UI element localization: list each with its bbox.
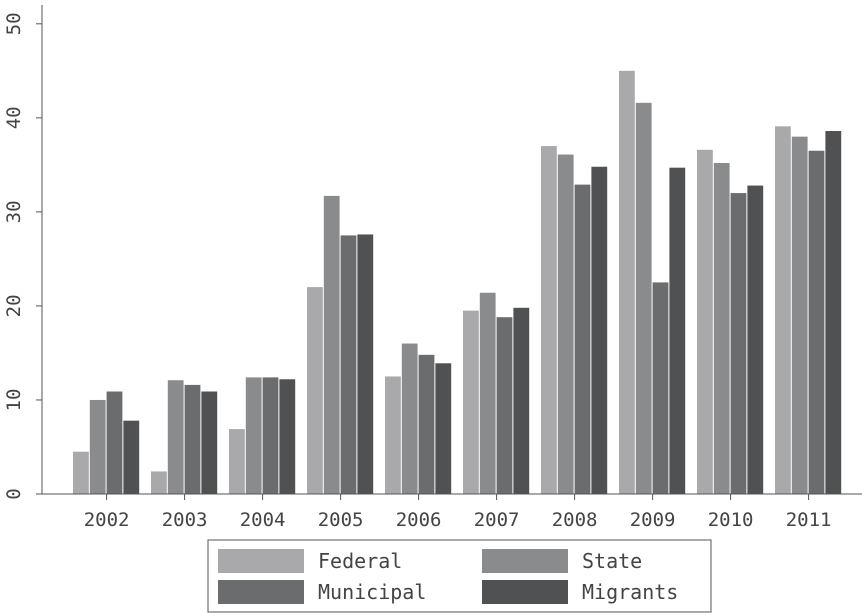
bar-migrants-2004 xyxy=(279,379,296,494)
bar-federal-2008 xyxy=(541,146,557,495)
bar-municipal-2011 xyxy=(808,150,825,494)
bar-state-2006 xyxy=(401,343,418,494)
bar-state-2005 xyxy=(323,195,340,494)
legend-label-state: State xyxy=(582,549,642,573)
bar-migrants-2002 xyxy=(123,420,140,494)
bar-migrants-2008 xyxy=(591,166,608,494)
bar-municipal-2007 xyxy=(496,317,513,494)
bar-state-2010 xyxy=(713,162,730,494)
x-tick-label: 2003 xyxy=(162,509,208,531)
bar-state-2007 xyxy=(479,292,496,494)
x-tick-label: 2005 xyxy=(318,509,364,531)
legend-label-federal: Federal xyxy=(318,549,402,573)
x-tick-label: 2008 xyxy=(552,509,598,531)
bar-federal-2010 xyxy=(697,149,713,495)
bar-migrants-2010 xyxy=(747,185,764,495)
x-tick-label: 2011 xyxy=(786,509,832,531)
x-tick-label: 2009 xyxy=(630,509,676,531)
x-tick-label: 2004 xyxy=(240,509,286,531)
bar-municipal-2003 xyxy=(184,384,201,494)
x-tick-label: 2010 xyxy=(708,509,754,531)
bar-migrants-2009 xyxy=(669,167,686,495)
legend-swatch-federal xyxy=(218,549,304,573)
y-tick-label: 0 xyxy=(3,488,25,499)
bar-migrants-2007 xyxy=(513,307,530,494)
x-axis-ticks: 2002 2003 2004 2005 2006 2007 2008 2009 2010 2011 xyxy=(84,494,832,531)
y-tick-label: 50 xyxy=(3,12,25,35)
legend-label-municipal: Municipal xyxy=(318,580,426,604)
y-tick-label: 40 xyxy=(3,106,25,129)
bar-federal-2007 xyxy=(463,310,479,494)
y-axis-ticks: 0 10 20 30 40 50 xyxy=(3,12,42,500)
bar-state-2008 xyxy=(557,154,574,494)
bar-municipal-2004 xyxy=(262,377,279,494)
bar-federal-2003 xyxy=(151,471,167,494)
x-tick-label: 2006 xyxy=(396,509,442,531)
bar-migrants-2003 xyxy=(201,391,218,494)
x-tick-label: 2007 xyxy=(474,509,520,531)
bar-state-2009 xyxy=(635,102,652,495)
bars-group xyxy=(73,70,842,495)
bar-municipal-2006 xyxy=(418,354,435,494)
bar-municipal-2010 xyxy=(730,193,747,495)
bar-municipal-2005 xyxy=(340,235,357,494)
bar-state-2002 xyxy=(89,399,106,494)
bar-federal-2005 xyxy=(307,287,323,494)
bar-federal-2009 xyxy=(619,70,635,495)
bar-federal-2002 xyxy=(73,451,89,494)
bar-migrants-2006 xyxy=(435,363,452,494)
bar-migrants-2005 xyxy=(357,234,374,494)
legend-swatch-state xyxy=(482,549,568,573)
bar-state-2011 xyxy=(791,136,808,494)
bar-municipal-2002 xyxy=(106,391,123,494)
legend-label-migrants: Migrants xyxy=(582,580,678,604)
x-tick-label: 2002 xyxy=(84,509,130,531)
legend: Federal State Municipal Migrants xyxy=(207,539,712,613)
y-tick-label: 10 xyxy=(3,389,25,412)
y-tick-label: 30 xyxy=(3,200,25,223)
bar-federal-2006 xyxy=(385,376,401,494)
bar-migrants-2011 xyxy=(825,131,842,494)
bar-municipal-2008 xyxy=(574,184,591,494)
bar-municipal-2009 xyxy=(652,282,669,494)
bar-state-2004 xyxy=(245,377,262,494)
bar-federal-2004 xyxy=(229,429,245,494)
legend-swatch-municipal xyxy=(218,580,304,604)
bar-state-2003 xyxy=(167,380,184,494)
legend-swatch-migrants xyxy=(482,580,568,604)
bar-federal-2011 xyxy=(775,126,791,494)
y-tick-label: 20 xyxy=(3,294,25,317)
